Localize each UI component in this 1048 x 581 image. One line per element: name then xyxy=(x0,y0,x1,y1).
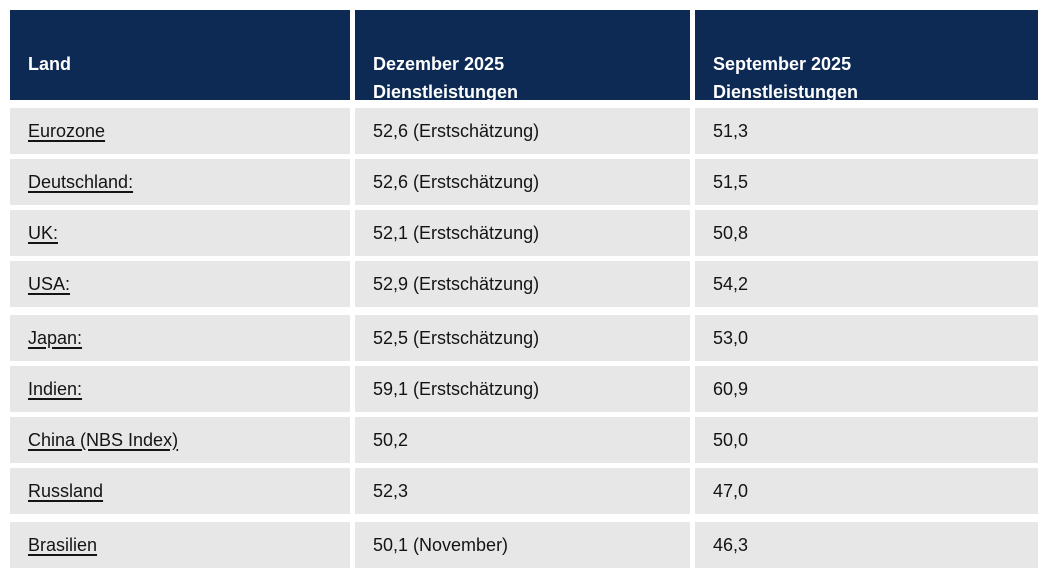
table-row: Indien: 59,1 (Erstschätzung) 60,9 xyxy=(10,366,1038,412)
table-row: Deutschland: 52,6 (Erstschätzung) 51,5 xyxy=(10,159,1038,205)
header-label-september: September 2025 Dienstleistungen xyxy=(713,54,859,102)
table-row: China (NBS Index) 50,2 50,0 xyxy=(10,417,1038,463)
december-value-cell: 52,5 (Erstschätzung) xyxy=(355,315,690,361)
country-link[interactable]: USA: xyxy=(28,273,71,294)
country-link[interactable]: Russland xyxy=(28,480,104,501)
september-value-cell: 54,2 xyxy=(695,261,1038,307)
september-value-cell: 53,0 xyxy=(695,315,1038,361)
december-value-cell: 50,1 (November) xyxy=(355,522,690,568)
country-link[interactable]: Japan: xyxy=(28,327,83,348)
september-value-cell: 60,9 xyxy=(695,366,1038,412)
header-cell-september: September 2025 Dienstleistungen xyxy=(695,10,1038,102)
september-value: 46,3 xyxy=(713,534,749,555)
december-value-cell: 52,9 (Erstschätzung) xyxy=(355,261,690,307)
september-value-cell: 51,3 xyxy=(695,108,1038,154)
country-link[interactable]: China (NBS Index) xyxy=(28,429,179,450)
december-value: 59,1 (Erstschätzung) xyxy=(373,378,540,399)
header-label-land: Land xyxy=(28,54,71,74)
country-link[interactable]: Indien: xyxy=(28,378,83,399)
table-row: Japan: 52,5 (Erstschätzung) 53,0 xyxy=(10,315,1038,361)
country-cell: Indien: xyxy=(10,366,350,412)
table-row: Brasilien 50,1 (November) 46,3 xyxy=(10,522,1038,568)
header-label-december: Dezember 2025 Dienstleistungen xyxy=(373,54,519,102)
december-value: 52,5 (Erstschätzung) xyxy=(373,327,540,348)
september-value-cell: 50,8 xyxy=(695,210,1038,256)
country-cell: Eurozone xyxy=(10,108,350,154)
december-value: 52,6 (Erstschätzung) xyxy=(373,171,540,192)
december-value-cell: 52,6 (Erstschätzung) xyxy=(355,108,690,154)
country-cell: Japan: xyxy=(10,315,350,361)
december-value-cell: 52,3 xyxy=(355,468,690,514)
table-header-row: Land Dezember 2025 Dienstleistungen Sept… xyxy=(10,10,1038,102)
country-cell: UK: xyxy=(10,210,350,256)
december-value: 52,6 (Erstschätzung) xyxy=(373,120,540,141)
september-value: 51,3 xyxy=(713,120,749,141)
december-value: 52,1 (Erstschätzung) xyxy=(373,222,540,243)
pmi-table: Land Dezember 2025 Dienstleistungen Sept… xyxy=(10,10,1038,573)
september-value-cell: 50,0 xyxy=(695,417,1038,463)
header-cell-december: Dezember 2025 Dienstleistungen xyxy=(355,10,690,102)
december-value: 52,3 xyxy=(373,480,409,501)
table-body: Eurozone 52,6 (Erstschätzung) 51,3 Deuts… xyxy=(10,108,1038,568)
country-cell: China (NBS Index) xyxy=(10,417,350,463)
december-value-cell: 52,1 (Erstschätzung) xyxy=(355,210,690,256)
country-cell: Russland xyxy=(10,468,350,514)
country-link[interactable]: Brasilien xyxy=(28,534,98,555)
table-row: Eurozone 52,6 (Erstschätzung) 51,3 xyxy=(10,108,1038,154)
country-cell: Deutschland: xyxy=(10,159,350,205)
december-value-cell: 50,2 xyxy=(355,417,690,463)
december-value: 52,9 (Erstschätzung) xyxy=(373,273,540,294)
country-link[interactable]: Eurozone xyxy=(28,120,106,141)
september-value: 51,5 xyxy=(713,171,749,192)
december-value: 50,1 (November) xyxy=(373,534,509,555)
country-link[interactable]: Deutschland: xyxy=(28,171,134,192)
september-value: 47,0 xyxy=(713,480,749,501)
september-value: 53,0 xyxy=(713,327,749,348)
september-value: 60,9 xyxy=(713,378,749,399)
september-value-cell: 51,5 xyxy=(695,159,1038,205)
country-cell: Brasilien xyxy=(10,522,350,568)
country-link[interactable]: UK: xyxy=(28,222,59,243)
country-cell: USA: xyxy=(10,261,350,307)
september-value-cell: 47,0 xyxy=(695,468,1038,514)
header-cell-land: Land xyxy=(10,10,350,100)
table-row: Russland 52,3 47,0 xyxy=(10,468,1038,514)
table-row: UK: 52,1 (Erstschätzung) 50,8 xyxy=(10,210,1038,256)
september-value: 54,2 xyxy=(713,273,749,294)
december-value: 50,2 xyxy=(373,429,409,450)
september-value-cell: 46,3 xyxy=(695,522,1038,568)
december-value-cell: 52,6 (Erstschätzung) xyxy=(355,159,690,205)
december-value-cell: 59,1 (Erstschätzung) xyxy=(355,366,690,412)
september-value: 50,8 xyxy=(713,222,749,243)
table-row: USA: 52,9 (Erstschätzung) 54,2 xyxy=(10,261,1038,307)
september-value: 50,0 xyxy=(713,429,749,450)
